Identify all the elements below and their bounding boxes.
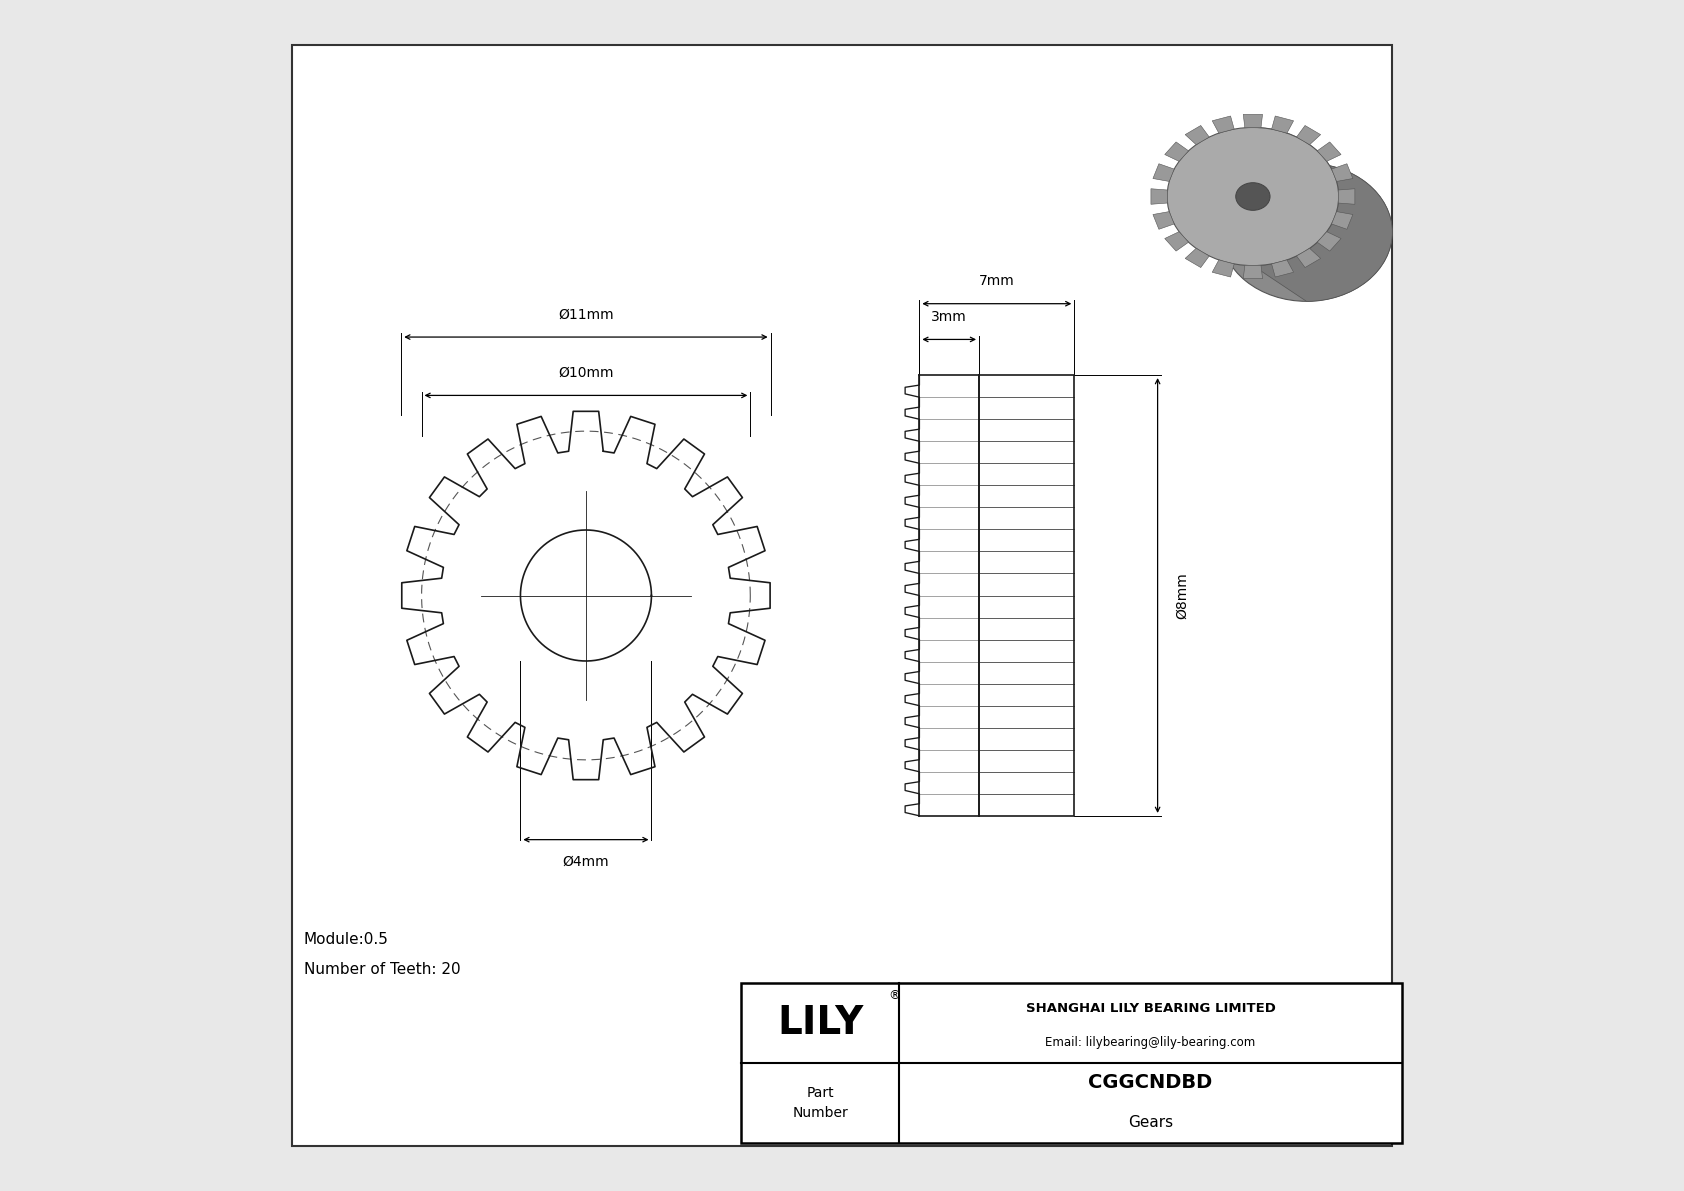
- Polygon shape: [1186, 125, 1209, 144]
- Ellipse shape: [1167, 127, 1339, 266]
- Polygon shape: [1253, 127, 1393, 301]
- Ellipse shape: [1236, 182, 1270, 211]
- Ellipse shape: [1221, 163, 1393, 301]
- Polygon shape: [1165, 142, 1189, 161]
- Polygon shape: [1212, 116, 1234, 133]
- Polygon shape: [1317, 142, 1340, 161]
- Polygon shape: [1297, 249, 1320, 268]
- Polygon shape: [1332, 212, 1352, 230]
- Text: CGGCNDBD: CGGCNDBD: [1088, 1073, 1212, 1092]
- Text: LILY: LILY: [776, 1004, 864, 1042]
- Polygon shape: [1154, 163, 1174, 181]
- Polygon shape: [1317, 232, 1340, 251]
- Text: Ø11mm: Ø11mm: [557, 307, 613, 322]
- Polygon shape: [1332, 163, 1352, 181]
- Text: Gears: Gears: [1128, 1115, 1174, 1130]
- Polygon shape: [1150, 188, 1167, 205]
- Polygon shape: [1212, 260, 1234, 278]
- Text: Email: lilybearing@lily-bearing.com: Email: lilybearing@lily-bearing.com: [1046, 1035, 1256, 1048]
- Text: SHANGHAI LILY BEARING LIMITED: SHANGHAI LILY BEARING LIMITED: [1026, 1002, 1275, 1015]
- Text: Number of Teeth: 20: Number of Teeth: 20: [303, 961, 460, 977]
- Text: Ø4mm: Ø4mm: [562, 855, 610, 869]
- Polygon shape: [1339, 188, 1356, 205]
- Polygon shape: [1186, 249, 1209, 268]
- Polygon shape: [1271, 260, 1293, 278]
- Text: Ø8mm: Ø8mm: [1175, 572, 1189, 619]
- Bar: [741, 983, 1401, 1143]
- Polygon shape: [1165, 232, 1189, 251]
- Polygon shape: [1154, 212, 1174, 230]
- Bar: [978, 375, 1074, 816]
- Polygon shape: [1297, 125, 1320, 144]
- Text: Ø10mm: Ø10mm: [557, 366, 613, 380]
- Polygon shape: [1271, 116, 1293, 133]
- Text: ®: ®: [889, 989, 901, 1002]
- Text: 3mm: 3mm: [931, 310, 967, 324]
- Text: 7mm: 7mm: [978, 274, 1015, 288]
- Polygon shape: [1243, 266, 1263, 279]
- Text: Module:0.5: Module:0.5: [303, 931, 389, 947]
- Text: Part
Number: Part Number: [791, 1086, 849, 1120]
- Polygon shape: [1243, 114, 1263, 127]
